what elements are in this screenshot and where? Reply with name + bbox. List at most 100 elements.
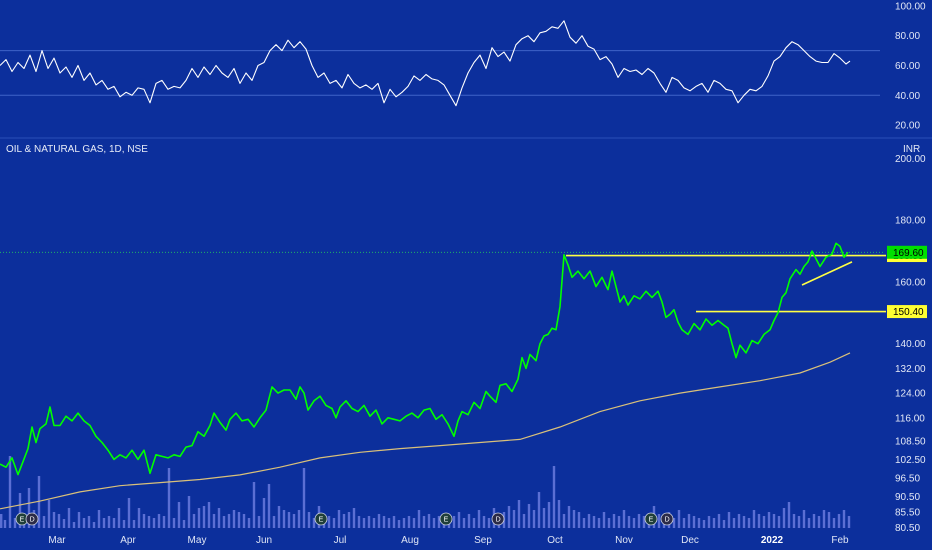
volume-bar (782, 508, 786, 528)
volume-bar (827, 512, 831, 528)
oscillator-axis: 100.00 80.00 60.00 40.00 20.00 (895, 1, 926, 131)
volume-bar (802, 510, 806, 528)
volume-bar (227, 514, 231, 528)
dividend-marker[interactable]: D (660, 512, 674, 526)
volume-bar (187, 496, 191, 528)
volume-bar (797, 516, 801, 528)
earnings-marker[interactable]: E (314, 512, 328, 526)
volume-bar (392, 516, 396, 528)
oscillator-tick-label: 60.00 (895, 61, 920, 72)
volume-bar (747, 518, 751, 528)
volume-bar (407, 516, 411, 528)
event-marker-circle (491, 512, 505, 526)
event-marker-circle (660, 512, 674, 526)
volume-bar (132, 520, 136, 528)
price-tag-label: 150.40 (893, 307, 924, 318)
price-axis: 200.00 180.00 160.00 140.00 132.00 124.00 116.… (887, 154, 927, 534)
volume-bar (602, 512, 606, 528)
volume-bar (237, 512, 241, 528)
dividend-marker[interactable]: D (25, 512, 39, 526)
volume-bar (387, 518, 391, 528)
price-tick-label: 140.00 (895, 339, 926, 350)
event-marker-circle (644, 512, 658, 526)
volume-bar (197, 508, 201, 528)
volume-bar (152, 518, 156, 528)
volume-bar (702, 520, 706, 528)
volume-bar (582, 518, 586, 528)
last-price-label: 169.60 (893, 248, 924, 259)
volume-bar (842, 510, 846, 528)
price-tag (887, 305, 927, 319)
month-label: Jun (256, 535, 272, 546)
volume-bar (467, 514, 471, 528)
moving-average-line (0, 352, 851, 510)
volume-bar (587, 514, 591, 528)
volume-bar (552, 466, 556, 528)
event-marker-label: D (30, 517, 35, 524)
volume-bar (252, 482, 256, 528)
volume-bar (787, 502, 791, 528)
chart-title: OIL & NATURAL GAS, 1D, NSE (6, 144, 148, 155)
volume-bar (697, 518, 701, 528)
price-tick-label: 102.50 (895, 455, 926, 466)
volume-bar (687, 514, 691, 528)
volume-bar (337, 510, 341, 528)
volume-bar (272, 516, 276, 528)
volume-bar (627, 516, 631, 528)
volume-bar (757, 514, 761, 528)
volume-bar (177, 502, 181, 528)
volume-bar (572, 510, 576, 528)
volume-bar (592, 516, 596, 528)
volume-bar (427, 514, 431, 528)
month-label: Oct (547, 535, 563, 546)
volume-bar (287, 512, 291, 528)
volume-bar (192, 514, 196, 528)
volume-bar (607, 518, 611, 528)
volume-bar (812, 514, 816, 528)
price-tick-label: 132.00 (895, 364, 926, 375)
event-marker-label: E (649, 517, 654, 524)
volume-bar (307, 512, 311, 528)
volume-bar (677, 510, 681, 528)
volume-bar (377, 514, 381, 528)
volume-bar (57, 514, 61, 528)
volume-bar (82, 518, 86, 528)
volume-bar (722, 520, 726, 528)
volume-bar (13, 518, 17, 528)
volume-bar (122, 520, 126, 528)
volume-bar (847, 516, 851, 528)
volume-bar (472, 518, 476, 528)
last-price-tag (887, 245, 927, 259)
volume-bar (0, 514, 3, 528)
month-label: Sep (474, 535, 492, 546)
price-tick-label: 200.00 (895, 154, 926, 165)
volume-bar (18, 493, 22, 528)
volume-bar (822, 510, 826, 528)
volume-bar (557, 500, 561, 528)
volume-bar (352, 508, 356, 528)
earnings-marker[interactable]: E (439, 512, 453, 526)
volume-bar (832, 518, 836, 528)
volume-bar (792, 514, 796, 528)
volume-bar (297, 510, 301, 528)
volume-bar (127, 498, 131, 528)
earnings-marker[interactable]: E (644, 512, 658, 526)
volume-bar (682, 518, 686, 528)
currency-label: INR (903, 144, 920, 155)
volume-bar (772, 514, 776, 528)
volume-bar (527, 504, 531, 528)
dividend-marker[interactable]: D (491, 512, 505, 526)
event-marker-circle (25, 512, 39, 526)
volume-bar (77, 512, 81, 528)
volume-bar (47, 500, 51, 528)
volume-bar (752, 510, 756, 528)
event-marker-circle (314, 512, 328, 526)
event-marker-label: E (444, 517, 449, 524)
event-marker-label: D (665, 517, 670, 524)
volume-bar (212, 514, 216, 528)
volume-bar (262, 498, 266, 528)
volume-bar (777, 516, 781, 528)
volume-bar (382, 516, 386, 528)
